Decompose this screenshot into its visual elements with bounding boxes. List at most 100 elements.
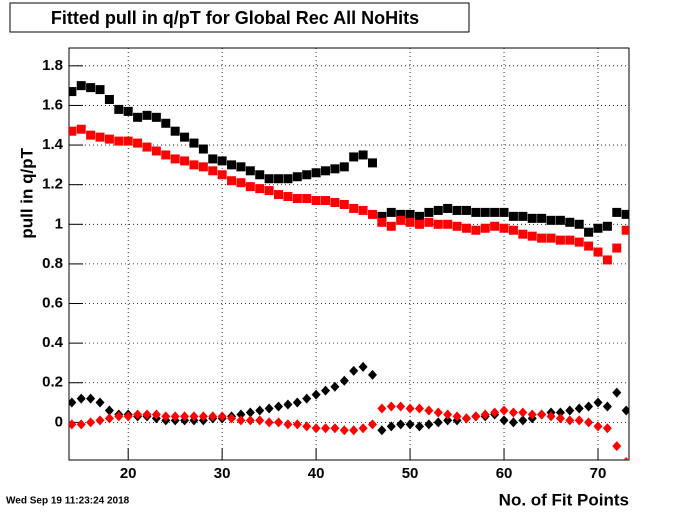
diamond-marker: [349, 425, 359, 436]
y-tick-label: 1.4: [42, 136, 64, 153]
diamond-marker: [142, 409, 152, 420]
diamond-marker: [424, 419, 434, 430]
diamond-marker: [443, 409, 453, 420]
square-marker: [396, 209, 406, 219]
diamond-marker: [95, 415, 105, 426]
square-marker: [490, 221, 500, 231]
square-marker: [396, 215, 406, 225]
diamond-marker: [593, 421, 603, 432]
square-marker: [574, 219, 584, 229]
square-marker: [69, 126, 77, 136]
square-marker: [621, 209, 629, 219]
square-marker: [95, 85, 105, 95]
diamond-marker: [358, 361, 368, 372]
square-marker: [114, 104, 124, 114]
square-marker: [386, 221, 396, 231]
square-marker: [433, 219, 443, 229]
square-marker: [274, 174, 284, 184]
diamond-marker: [377, 425, 387, 436]
square-marker: [123, 136, 133, 146]
square-marker: [508, 211, 518, 221]
diamond-marker: [499, 415, 509, 426]
diamond-marker: [612, 387, 622, 398]
square-marker: [377, 217, 387, 227]
diamond-marker: [386, 401, 396, 412]
square-marker: [86, 83, 96, 93]
square-marker: [161, 150, 171, 160]
square-marker: [227, 160, 237, 170]
square-marker: [217, 156, 227, 166]
square-marker: [574, 237, 584, 247]
square-marker: [311, 168, 321, 178]
square-marker: [76, 81, 86, 91]
square-marker: [546, 215, 556, 225]
diamond-marker: [396, 419, 406, 430]
square-marker: [518, 211, 528, 221]
square-marker: [330, 198, 340, 207]
square-marker: [518, 229, 528, 239]
square-marker: [255, 170, 265, 180]
diamond-marker: [274, 401, 284, 412]
diamond-marker: [311, 389, 321, 400]
square-marker: [76, 124, 86, 134]
square-marker: [133, 138, 143, 148]
square-marker: [490, 207, 500, 217]
square-marker: [443, 219, 453, 229]
diamond-marker: [245, 415, 255, 426]
diamond-marker: [508, 417, 518, 428]
square-marker: [499, 207, 509, 217]
square-marker: [349, 152, 359, 162]
square-marker: [527, 213, 537, 223]
square-marker: [508, 225, 518, 235]
square-marker: [480, 223, 490, 233]
diamond-marker: [433, 407, 443, 418]
square-marker: [452, 205, 462, 215]
square-marker: [321, 196, 331, 206]
timestamp: Wed Sep 19 11:23:24 2018: [6, 496, 130, 507]
diamond-marker: [123, 411, 133, 422]
diamond-marker: [264, 403, 274, 414]
diamond-marker: [574, 415, 584, 426]
diamond-marker: [255, 405, 265, 416]
diamond-marker: [321, 385, 331, 396]
square-marker: [480, 207, 490, 217]
diamond-marker: [86, 393, 96, 404]
square-marker: [461, 205, 471, 215]
diamond-marker: [367, 419, 377, 430]
diamond-marker: [546, 411, 556, 422]
diamond-marker: [302, 393, 312, 404]
diamond-marker: [623, 456, 629, 460]
square-marker: [236, 162, 246, 172]
square-marker: [264, 174, 274, 184]
y-tick-label: 0.6: [42, 294, 63, 311]
diamond-marker: [386, 421, 396, 432]
square-marker: [593, 223, 603, 233]
diamond-marker: [227, 413, 237, 424]
square-marker: [180, 132, 190, 142]
square-marker: [180, 156, 190, 166]
square-marker: [302, 170, 312, 180]
square-marker: [283, 174, 293, 184]
diamond-marker: [330, 381, 340, 392]
diamond-marker: [612, 441, 622, 452]
diamond-marker: [236, 415, 246, 426]
diamond-marker: [414, 421, 424, 432]
diamond-marker: [593, 397, 603, 408]
diamond-marker: [574, 403, 584, 414]
diamond-marker: [311, 423, 321, 434]
diamond-marker: [180, 411, 190, 422]
diamond-marker: [565, 405, 575, 416]
plot-frame: [68, 47, 630, 461]
diamond-marker: [405, 403, 415, 414]
square-marker: [236, 178, 246, 188]
square-marker: [471, 207, 481, 217]
square-marker: [414, 219, 424, 229]
diamond-marker: [283, 399, 293, 410]
square-marker: [405, 217, 415, 227]
square-marker: [123, 106, 133, 116]
square-marker: [452, 221, 462, 231]
diamond-marker: [414, 403, 424, 414]
square-marker: [151, 112, 161, 122]
